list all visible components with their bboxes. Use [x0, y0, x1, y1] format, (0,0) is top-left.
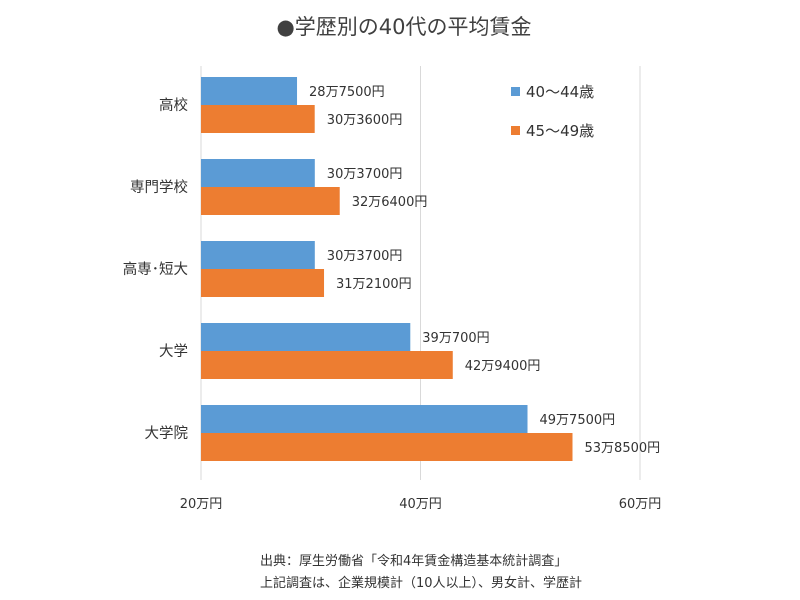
tick-label: 20万円: [180, 497, 223, 512]
source-note: 出典：厚生労働省「令和4年賃金構造基本統計調査」: [260, 553, 567, 569]
bar: [201, 323, 411, 351]
bar: [201, 433, 573, 461]
legend: 40～44歳 45～49歳: [511, 83, 594, 140]
method-note: 上記調査は、企業規模計（10人以上）、男女計、学歴計: [260, 575, 582, 591]
bar: [201, 105, 315, 133]
legend-label: 45～49歳: [526, 122, 594, 140]
data-label: 39万700円: [422, 331, 489, 346]
bar: [201, 77, 298, 105]
data-label: 30万3700円: [327, 249, 403, 264]
data-label: 32万6400円: [352, 195, 428, 210]
data-labels: 28万7500円 30万3600円 30万3700円 32万6400円 30万3700円…: [309, 85, 660, 456]
bar: [201, 241, 315, 269]
data-label: 31万2100円: [336, 277, 412, 292]
bar: [201, 405, 528, 433]
data-label: 30万3700円: [327, 167, 403, 182]
data-label: 42万9400円: [465, 359, 541, 374]
category-label: 大学: [159, 343, 188, 360]
bars: [201, 77, 573, 461]
data-label: 28万7500円: [309, 85, 385, 100]
legend-label: 40～44歳: [526, 83, 594, 101]
tick-label: 60万円: [619, 497, 662, 512]
category-label: 高専･短大: [123, 261, 188, 278]
data-label: 53万8500円: [585, 441, 661, 456]
tick-label: 40万円: [399, 497, 442, 512]
bar: [201, 351, 453, 379]
chart-title: ●学歴別の40代の平均賃金: [276, 15, 531, 39]
value-axis: 20万円 40万円 60万円: [180, 497, 662, 512]
bar: [201, 187, 340, 215]
legend-swatch: [511, 87, 520, 96]
bar: [201, 269, 325, 297]
category-label: 高校: [159, 97, 188, 114]
legend-swatch: [511, 126, 520, 135]
category-label: 大学院: [145, 425, 189, 442]
data-label: 49万7500円: [540, 413, 616, 428]
category-label: 専門学校: [130, 179, 188, 196]
data-label: 30万3600円: [327, 113, 403, 128]
bar: [201, 159, 315, 187]
